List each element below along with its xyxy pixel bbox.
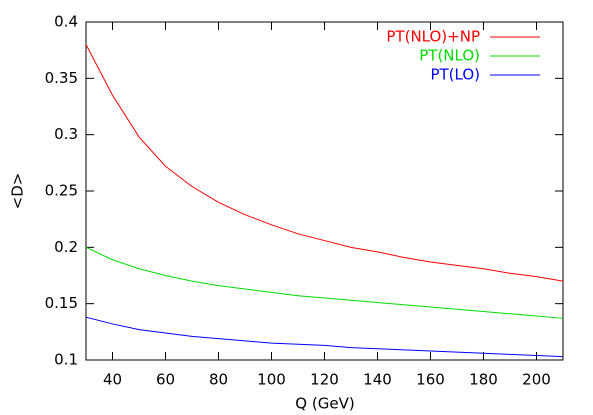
- plot-frame: [85, 21, 564, 361]
- x-axis-label: Q (GeV): [295, 395, 354, 413]
- x-tick-label: 120: [310, 371, 339, 389]
- x-tick-label: 100: [257, 371, 286, 389]
- y-axis-label: <D>: [9, 173, 27, 210]
- series-line: [85, 246, 564, 319]
- y-tick-label: 0.25: [45, 182, 78, 200]
- x-tick-label: 80: [209, 371, 228, 389]
- legend-label: PT(NLO)+NP: [386, 28, 480, 46]
- x-tick-label: 180: [469, 371, 498, 389]
- y-tick-label: 0.4: [54, 13, 78, 31]
- x-tick-label: 60: [156, 371, 175, 389]
- y-tick-label: 0.1: [54, 351, 78, 369]
- x-tick-label: 140: [363, 371, 392, 389]
- y-tick-label: 0.3: [54, 125, 78, 143]
- y-tick-label: 0.2: [54, 238, 78, 256]
- series-line: [85, 316, 564, 358]
- series-line: [85, 44, 564, 282]
- x-tick-label: 40: [103, 371, 122, 389]
- legend-label: PT(LO): [430, 66, 480, 84]
- legend-label: PT(NLO): [419, 47, 480, 65]
- y-tick-label: 0.35: [45, 69, 78, 87]
- x-tick-label: 200: [522, 371, 551, 389]
- x-tick-label: 160: [416, 371, 445, 389]
- y-tick-label: 0.15: [45, 294, 78, 312]
